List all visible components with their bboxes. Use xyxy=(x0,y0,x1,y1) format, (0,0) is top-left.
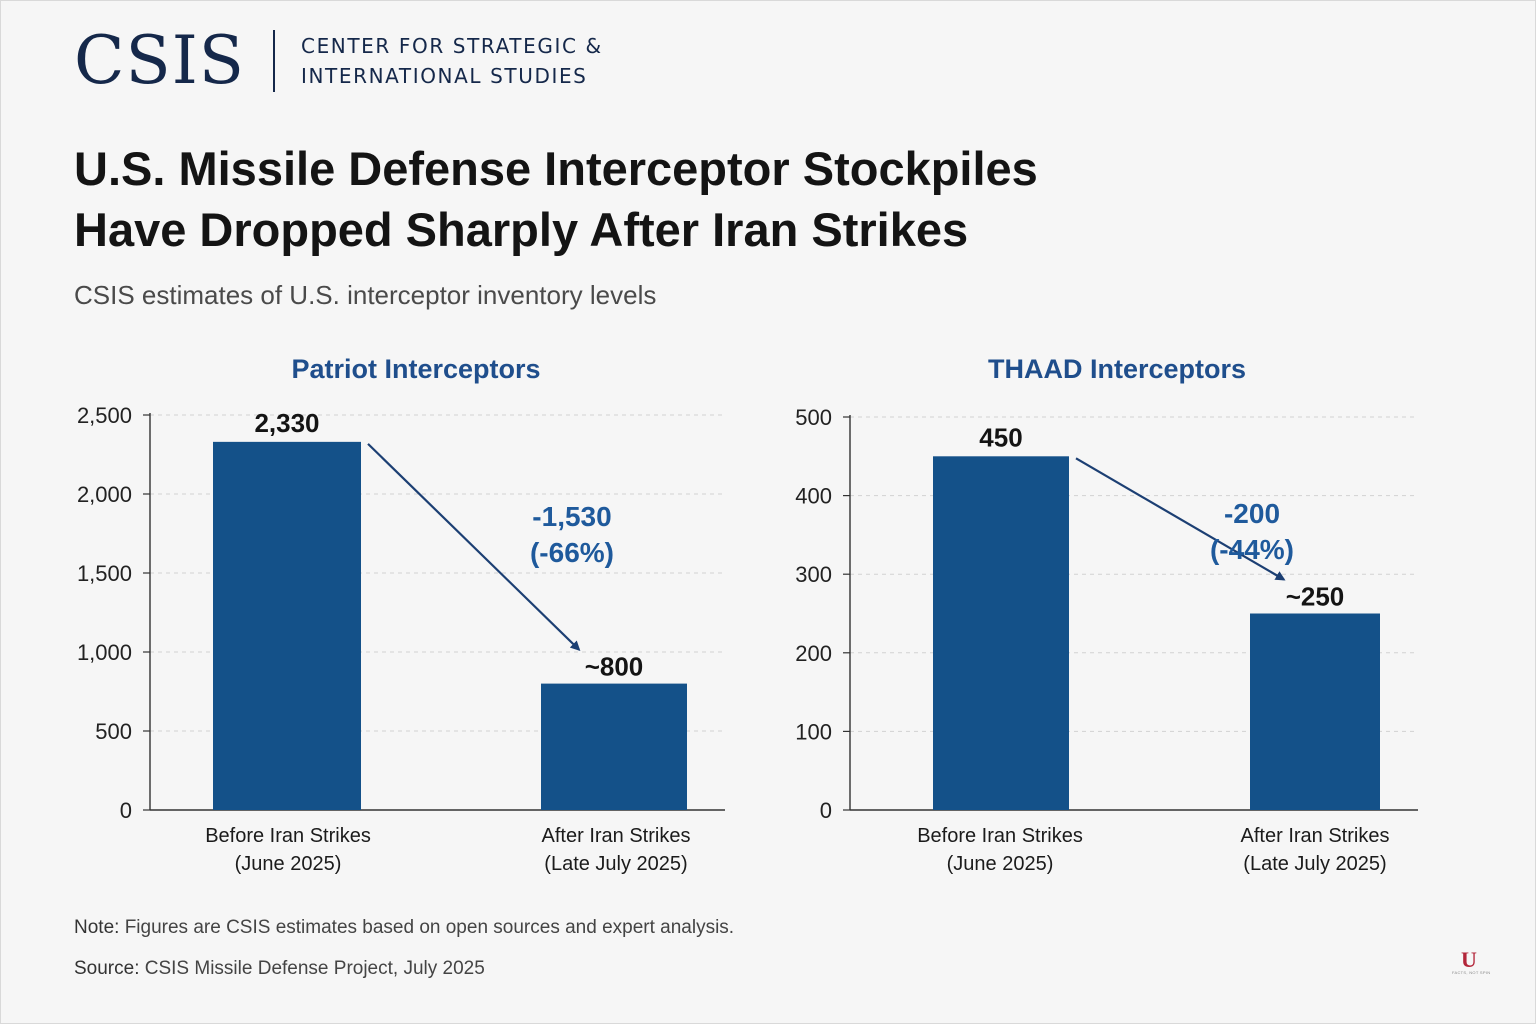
patriot-change-percent: (-66%) xyxy=(530,537,614,568)
footnote: Note: Figures are CSIS estimates based o… xyxy=(74,917,734,939)
thaad-y-tick-label: 400 xyxy=(795,484,832,509)
thaad-y-tick-label: 0 xyxy=(820,798,832,823)
page-title: U.S. Missile Defense Interceptor Stockpi… xyxy=(74,138,1038,260)
patriot-y-tick-label: 2,500 xyxy=(77,403,132,428)
thaad-decline-arrow xyxy=(1075,457,1286,581)
patriot-value-label: 2,330 xyxy=(254,408,319,438)
thaad-y-tick-label: 300 xyxy=(795,562,832,587)
patriot-y-tick-label: 1,000 xyxy=(77,640,132,665)
patriot-bar xyxy=(213,441,361,810)
logo-wordmark: CENTER FOR STRATEGIC & INTERNATIONAL STU… xyxy=(301,31,603,91)
logo-line-2: INTERNATIONAL STUDIES xyxy=(301,64,588,88)
thaad-category-label: Before Iran Strikes xyxy=(917,825,1083,847)
note-text: Figures are CSIS estimates based on open… xyxy=(119,917,735,938)
publisher-badge: U FACTS, NOT SPIN xyxy=(1452,947,1491,978)
patriot-decline-arrow xyxy=(367,443,581,651)
patriot-change-value: -1,530 xyxy=(532,501,611,532)
source-text: CSIS Missile Defense Project, July 2025 xyxy=(139,958,485,979)
source-label: Source: xyxy=(74,958,140,979)
thaad-chart-title: THAAD Interceptors xyxy=(988,354,1246,384)
patriot-y-tick-label: 500 xyxy=(95,719,132,744)
thaad-y-tick-label: 500 xyxy=(795,405,832,430)
patriot-value-label: ~800 xyxy=(585,652,644,682)
patriot-y-tick-label: 1,500 xyxy=(77,561,132,586)
patriot-chart-title: Patriot Interceptors xyxy=(291,354,540,384)
page-subtitle: CSIS estimates of U.S. interceptor inven… xyxy=(74,280,657,310)
patriot-y-tick-label: 0 xyxy=(120,798,132,823)
badge-letter: U xyxy=(1461,947,1477,972)
thaad-y-tick-label: 200 xyxy=(795,641,832,666)
csis-logo: CSIS CENTER FOR STRATEGIC & INTERNATIONA… xyxy=(74,26,603,96)
thaad-bar xyxy=(933,456,1069,810)
patriot-category-sublabel: (June 2025) xyxy=(235,853,342,875)
thaad-value-label: ~250 xyxy=(1286,582,1345,612)
patriot-y-tick-label: 2,000 xyxy=(77,482,132,507)
source-line: Source: CSIS Missile Defense Project, Ju… xyxy=(74,958,485,980)
patriot-bar xyxy=(541,683,687,810)
patriot-category-sublabel: (Late July 2025) xyxy=(544,853,687,875)
thaad-category-sublabel: (June 2025) xyxy=(947,853,1054,875)
patriot-category-label: After Iran Strikes xyxy=(542,825,691,847)
note-label: Note: xyxy=(74,917,120,938)
logo-divider xyxy=(273,30,275,92)
patriot-category-label: Before Iran Strikes xyxy=(205,825,371,847)
thaad-value-label: 450 xyxy=(979,422,1022,452)
thaad-change-value: -200 xyxy=(1224,498,1280,529)
logo-line-1: CENTER FOR STRATEGIC & xyxy=(301,34,603,58)
thaad-category-sublabel: (Late July 2025) xyxy=(1243,853,1386,875)
title-line-1: U.S. Missile Defense Interceptor Stockpi… xyxy=(74,142,1038,195)
badge-tagline: FACTS, NOT SPIN xyxy=(1452,970,1491,975)
title-line-2: Have Dropped Sharply After Iran Strikes xyxy=(74,203,969,256)
thaad-category-label: After Iran Strikes xyxy=(1241,825,1390,847)
thaad-change-percent: (-44%) xyxy=(1210,534,1294,565)
logo-mark: CSIS xyxy=(74,22,245,99)
thaad-bar xyxy=(1250,613,1380,810)
thaad-y-tick-label: 100 xyxy=(795,719,832,744)
